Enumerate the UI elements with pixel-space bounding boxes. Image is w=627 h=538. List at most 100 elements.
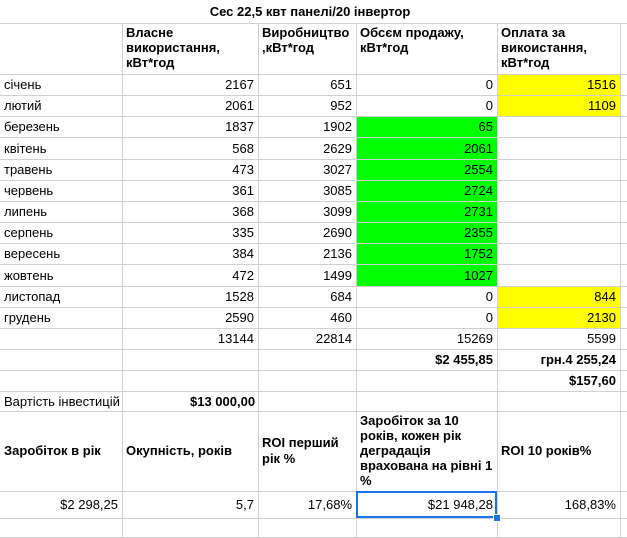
own-use-value[interactable]: 368 <box>232 204 254 219</box>
own-use-value[interactable]: 1837 <box>225 119 254 134</box>
sale-value[interactable]: 2731 <box>464 204 493 219</box>
production-value[interactable]: 2690 <box>323 225 352 240</box>
own-use-value[interactable]: 1528 <box>225 289 254 304</box>
header-roi-first-year[interactable]: ROI перший рік % <box>262 435 339 466</box>
grid-line <box>0 491 627 492</box>
header-own-use[interactable]: Власне використання, кВт*год <box>126 25 220 70</box>
sale-value[interactable]: 2061 <box>464 140 493 156</box>
payment-value[interactable] <box>497 137 620 159</box>
month-name[interactable]: липень <box>4 204 48 219</box>
fill-handle[interactable] <box>493 514 501 522</box>
grid-line <box>0 349 627 350</box>
header-roi-10-years[interactable]: ROI 10 років% <box>501 443 592 458</box>
sale-value[interactable]: 1752 <box>464 246 493 261</box>
grid-line <box>0 518 627 519</box>
production-value[interactable]: 460 <box>330 310 352 325</box>
grid-line <box>497 23 498 411</box>
production-value[interactable]: 952 <box>330 98 352 113</box>
grid-line <box>258 23 259 411</box>
sale-value[interactable]: 2724 <box>464 183 493 198</box>
payment-value[interactable] <box>497 264 620 286</box>
sale-highlight <box>356 264 497 286</box>
header-production[interactable]: Виробництво ,кВт*год <box>262 25 350 55</box>
sale-value[interactable]: 0 <box>485 289 493 304</box>
total-sale[interactable]: 15269 <box>456 331 493 346</box>
grid-line <box>0 264 627 265</box>
own-use-value[interactable]: 2167 <box>225 77 254 92</box>
roi-10-years-value[interactable]: 168,83% <box>564 497 616 512</box>
month-name[interactable]: листопад <box>4 289 61 304</box>
own-use-value[interactable]: 335 <box>232 225 254 240</box>
production-value[interactable]: 1499 <box>323 267 352 283</box>
payment-value[interactable] <box>497 116 620 137</box>
sale-value[interactable]: 2355 <box>464 225 493 240</box>
corner-cell[interactable] <box>0 23 122 74</box>
payment-value[interactable]: 2130 <box>587 310 616 325</box>
own-use-value[interactable]: 2061 <box>225 98 254 113</box>
month-name[interactable]: жовтень <box>4 267 54 283</box>
month-name[interactable]: лютий <box>4 98 42 113</box>
month-name[interactable]: квітень <box>4 140 47 156</box>
grid-line <box>0 137 627 138</box>
total-payment[interactable]: 5599 <box>587 331 616 346</box>
payback-value[interactable]: 5,7 <box>235 497 254 512</box>
production-value[interactable]: 1902 <box>323 119 352 134</box>
own-use-value[interactable]: 361 <box>232 183 254 198</box>
header-yearly-earnings[interactable]: Заробіток в рік <box>4 443 101 458</box>
payment-value[interactable] <box>497 180 620 201</box>
month-name[interactable]: січень <box>4 77 42 92</box>
payment-value[interactable]: 1109 <box>588 98 616 113</box>
own-use-value[interactable]: 2590 <box>225 310 254 325</box>
production-value[interactable]: 651 <box>330 77 352 92</box>
payment-value[interactable] <box>497 222 620 243</box>
header-payment[interactable]: Оплата за викоистання, кВт*год <box>501 25 587 70</box>
own-use-value[interactable]: 472 <box>232 267 254 283</box>
grid-line <box>0 159 627 160</box>
production-value[interactable]: 3085 <box>323 183 352 198</box>
month-name[interactable]: грудень <box>4 310 51 325</box>
month-name[interactable]: травень <box>4 162 53 177</box>
sale-money-usd[interactable]: $2 455,85 <box>435 352 493 367</box>
payment-money-usd[interactable]: $157,60 <box>569 373 616 388</box>
sale-value[interactable]: 0 <box>485 310 493 325</box>
header-earnings-10-years[interactable]: Заробіток за 10 років, кожен рік деграда… <box>360 413 493 488</box>
sale-value[interactable]: 1027 <box>464 267 493 283</box>
production-value[interactable]: 684 <box>330 289 352 304</box>
header-payback[interactable]: Окупність, років <box>126 443 232 458</box>
sale-highlight <box>356 116 497 137</box>
own-use-value[interactable]: 473 <box>232 162 254 177</box>
investment-label[interactable]: Вартість інвестицій <box>4 393 120 409</box>
yearly-earnings-value[interactable]: $2 298,25 <box>60 497 118 512</box>
payment-value[interactable]: 844 <box>594 289 616 304</box>
month-name[interactable]: червень <box>4 183 54 198</box>
sale-highlight <box>356 201 497 222</box>
grid-line <box>620 411 621 537</box>
roi-first-year-value[interactable]: 17,68% <box>307 497 352 512</box>
production-value[interactable]: 2136 <box>323 246 352 261</box>
payment-money-uah[interactable]: грн.4 255,24 <box>540 352 616 367</box>
month-name[interactable]: вересень <box>4 246 61 261</box>
production-value[interactable]: 3027 <box>323 162 352 177</box>
earnings-10-years-value[interactable]: $21 948,28 <box>356 491 497 518</box>
grid-line <box>620 23 621 411</box>
total-own-use[interactable]: 13144 <box>217 331 254 346</box>
production-value[interactable]: 2629 <box>323 140 352 156</box>
payment-value[interactable]: 1516 <box>587 77 616 92</box>
own-use-value[interactable]: 568 <box>232 140 254 156</box>
header-sale[interactable]: Обсєм продажу, кВт*год <box>360 25 464 55</box>
production-value[interactable]: 3099 <box>323 204 352 219</box>
own-use-value[interactable]: 384 <box>232 246 254 261</box>
grid-line <box>0 95 627 96</box>
payment-value[interactable] <box>497 201 620 222</box>
total-production[interactable]: 22814 <box>315 331 352 346</box>
investment-value[interactable]: $13 000,00 <box>190 393 256 409</box>
payment-value[interactable] <box>497 159 620 180</box>
sale-value[interactable]: 0 <box>485 77 493 92</box>
month-name[interactable]: березень <box>4 119 60 134</box>
month-name[interactable]: серпень <box>4 225 54 240</box>
sale-value[interactable]: 65 <box>478 119 493 134</box>
sale-value[interactable]: 2554 <box>464 162 493 177</box>
payment-value[interactable] <box>497 243 620 264</box>
sale-value[interactable]: 0 <box>485 98 493 113</box>
